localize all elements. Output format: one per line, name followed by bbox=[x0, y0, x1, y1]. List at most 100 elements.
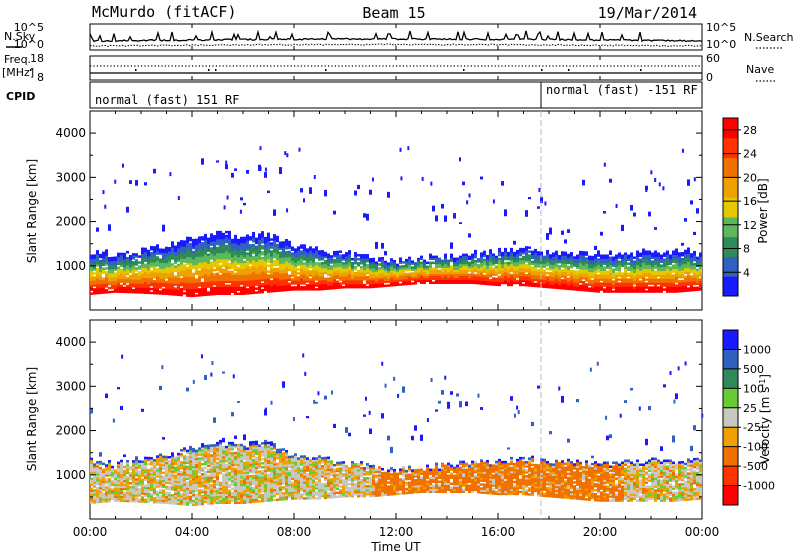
heatmap-cell bbox=[129, 260, 132, 264]
heatmap-cell bbox=[648, 262, 651, 265]
heatmap-cell bbox=[351, 273, 354, 277]
heatmap-cell bbox=[243, 278, 246, 281]
heatmap-cell bbox=[450, 257, 453, 261]
heatmap-cell bbox=[693, 276, 696, 280]
heatmap-cell bbox=[261, 276, 264, 280]
heatmap-cell bbox=[408, 260, 411, 264]
heatmap-cell bbox=[213, 487, 216, 491]
heatmap-cell bbox=[141, 498, 144, 501]
heatmap-cell bbox=[144, 486, 147, 489]
heatmap-cell bbox=[441, 279, 444, 282]
heatmap-cell bbox=[564, 259, 567, 262]
heatmap-cell bbox=[342, 254, 345, 257]
heatmap-cell bbox=[129, 276, 132, 280]
heatmap-cell bbox=[585, 285, 588, 288]
heatmap-cell bbox=[180, 293, 183, 297]
heatmap-cell bbox=[279, 257, 282, 260]
heatmap-cell bbox=[645, 252, 648, 256]
heatmap-cell bbox=[423, 271, 426, 275]
heatmap-cell bbox=[258, 233, 261, 236]
heatmap-cell bbox=[504, 263, 507, 267]
heatmap-cell bbox=[309, 256, 312, 259]
heatmap-cell bbox=[141, 249, 144, 252]
heatmap-cell bbox=[108, 473, 111, 477]
heatmap-cell bbox=[282, 277, 285, 280]
heatmap-cell bbox=[405, 274, 408, 278]
heatmap-cell bbox=[252, 257, 255, 261]
heatmap-cell bbox=[336, 282, 339, 286]
heatmap-cell bbox=[366, 279, 369, 283]
heatmap-cell bbox=[102, 253, 105, 257]
heatmap-cell bbox=[462, 255, 465, 259]
heatmap-cell bbox=[390, 280, 393, 283]
heatmap-cell bbox=[228, 232, 231, 236]
heatmap-cell bbox=[270, 268, 273, 271]
heatmap-cell bbox=[117, 489, 120, 492]
heatmap-cell bbox=[270, 280, 273, 283]
heatmap-cell bbox=[144, 247, 147, 251]
heatmap-cell bbox=[210, 237, 213, 240]
heatmap-cell bbox=[597, 274, 600, 277]
heatmap-cell bbox=[351, 281, 354, 285]
heatmap-cell bbox=[198, 288, 201, 291]
heatmap-cell bbox=[264, 270, 267, 274]
heatmap-cell bbox=[381, 242, 384, 249]
heatmap-cell bbox=[150, 488, 153, 492]
heatmap-cell bbox=[183, 455, 186, 458]
heatmap-cell bbox=[120, 274, 123, 278]
heatmap-cell bbox=[168, 264, 171, 268]
heatmap-cell bbox=[294, 258, 297, 261]
heatmap-cell bbox=[147, 500, 150, 504]
heatmap-cell bbox=[681, 148, 684, 153]
heatmap-cell bbox=[576, 278, 579, 281]
heatmap-cell bbox=[609, 262, 612, 265]
heatmap-cell bbox=[177, 490, 180, 494]
heatmap-cell bbox=[264, 167, 267, 172]
heatmap-cell bbox=[255, 279, 258, 282]
heatmap-cell bbox=[210, 472, 213, 475]
heatmap-cell bbox=[156, 459, 159, 462]
heatmap-cell bbox=[444, 255, 447, 259]
heatmap-cell bbox=[204, 243, 207, 247]
heatmap-cell bbox=[96, 277, 99, 281]
heatmap-cell bbox=[225, 244, 228, 248]
heatmap-cell bbox=[234, 282, 237, 286]
heatmap-cell bbox=[228, 240, 231, 244]
heatmap-cell bbox=[585, 257, 588, 260]
heatmap-cell bbox=[216, 252, 219, 256]
heatmap-cell bbox=[228, 292, 231, 296]
heatmap-cell bbox=[699, 278, 702, 281]
heatmap-cell bbox=[222, 256, 225, 260]
heatmap-cell bbox=[348, 254, 351, 257]
heatmap-cell bbox=[276, 285, 279, 289]
heatmap-cell bbox=[522, 283, 525, 287]
heatmap-cell bbox=[126, 485, 129, 489]
heatmap-cell bbox=[90, 282, 93, 285]
heatmap-cell bbox=[396, 279, 399, 283]
heatmap-cell bbox=[240, 268, 243, 272]
heatmap-cell bbox=[378, 257, 381, 260]
heatmap-cell bbox=[486, 280, 489, 284]
heatmap-cell bbox=[141, 478, 144, 481]
heatmap-cell bbox=[150, 265, 153, 269]
heatmap-cell bbox=[192, 479, 195, 483]
heatmap-cell bbox=[204, 466, 207, 470]
heatmap-cell bbox=[303, 280, 306, 283]
heatmap-cell bbox=[279, 259, 282, 262]
heatmap-cell bbox=[282, 273, 285, 276]
heatmap-cell bbox=[90, 501, 93, 504]
heatmap-cell bbox=[171, 456, 174, 459]
heatmap-cell bbox=[195, 244, 198, 248]
heatmap-cell bbox=[387, 264, 390, 267]
heatmap-cell bbox=[504, 275, 507, 279]
heatmap-cell bbox=[195, 290, 198, 293]
heatmap-cell bbox=[579, 250, 582, 254]
heatmap-cell bbox=[492, 253, 495, 256]
heatmap-cell bbox=[678, 280, 681, 283]
heatmap-cell bbox=[276, 269, 279, 273]
heatmap-cell bbox=[198, 254, 201, 257]
heatmap-cell bbox=[672, 250, 675, 254]
heatmap-cell bbox=[462, 265, 465, 269]
heatmap-cell bbox=[162, 489, 165, 492]
heatmap-cell bbox=[618, 284, 621, 287]
